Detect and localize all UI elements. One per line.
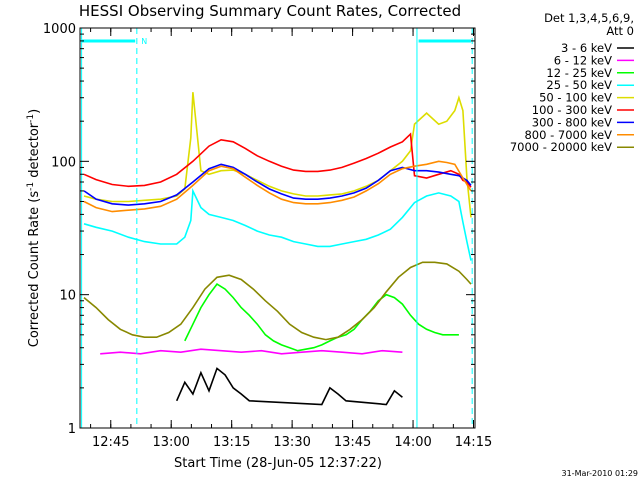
legend-label-7: 800 - 7000 keV xyxy=(524,128,612,142)
series-line-2 xyxy=(184,283,459,352)
y-axis-label: Corrected Count Rate (s-1 detector-1) xyxy=(26,109,42,347)
series-layer xyxy=(83,92,472,406)
y-axis-label-mid: detector xyxy=(27,122,42,182)
x-tick-label-1: 13:00 xyxy=(152,435,189,450)
series-line-1 xyxy=(100,348,403,355)
series-line-7 xyxy=(83,160,472,213)
legend-label-2: 12 - 25 keV xyxy=(546,66,612,80)
series-line-8 xyxy=(83,261,472,341)
y-axis-label-sup2: -1 xyxy=(26,114,36,123)
y-axis: 1 10 100 1000 xyxy=(43,22,475,437)
y-axis-label-sup1: -1 xyxy=(26,182,36,191)
x-tick-label-0: 12:45 xyxy=(92,435,129,450)
legend-label-6: 300 - 800 keV xyxy=(532,115,612,129)
legend-header-0: Det 1,3,4,5,6,9, xyxy=(544,11,634,25)
x-tick-label-5: 14:00 xyxy=(394,435,431,450)
legend-label-8: 7000 - 20000 keV xyxy=(510,140,612,154)
x-tick-label-4: 13:45 xyxy=(334,435,371,450)
marks-layer: N xyxy=(81,28,473,428)
y-axis-label-main: Corrected Count Rate (s xyxy=(27,191,42,348)
x-tick-label-6: 14:15 xyxy=(455,435,492,450)
chart-title: HESSI Observing Summary Count Rates, Cor… xyxy=(79,2,461,20)
series-line-6 xyxy=(83,163,472,206)
series-line-3 xyxy=(83,187,472,261)
y-tick-label-2: 100 xyxy=(51,155,76,170)
legend-label-5: 100 - 300 keV xyxy=(532,103,612,117)
legend-header-1: Att 0 xyxy=(606,24,634,38)
x-axis: 12:45 13:00 13:15 13:30 13:45 14:00 14:15 xyxy=(90,28,492,450)
y-tick-label-0: 1 xyxy=(68,422,76,437)
night-marker-label: N xyxy=(141,37,147,46)
series-line-5 xyxy=(83,132,472,188)
legend-label-0: 3 - 6 keV xyxy=(561,41,612,55)
x-tick-label-3: 13:30 xyxy=(273,435,310,450)
series-line-0 xyxy=(175,367,403,406)
y-tick-label-1: 10 xyxy=(59,289,76,304)
x-axis-label: Start Time (28-Jun-05 12:37:22) xyxy=(174,456,382,471)
legend-label-3: 25 - 50 keV xyxy=(546,78,612,92)
legend-label-1: 6 - 12 keV xyxy=(554,53,612,67)
plot-frame xyxy=(79,27,476,429)
y-axis-label-end: ) xyxy=(27,109,42,114)
y-tick-label-3: 1000 xyxy=(43,22,76,37)
legend-label-4: 50 - 100 keV xyxy=(539,91,612,105)
x-tick-label-2: 13:15 xyxy=(213,435,250,450)
timestamp: 31-Mar-2010 01:29 xyxy=(562,469,639,478)
